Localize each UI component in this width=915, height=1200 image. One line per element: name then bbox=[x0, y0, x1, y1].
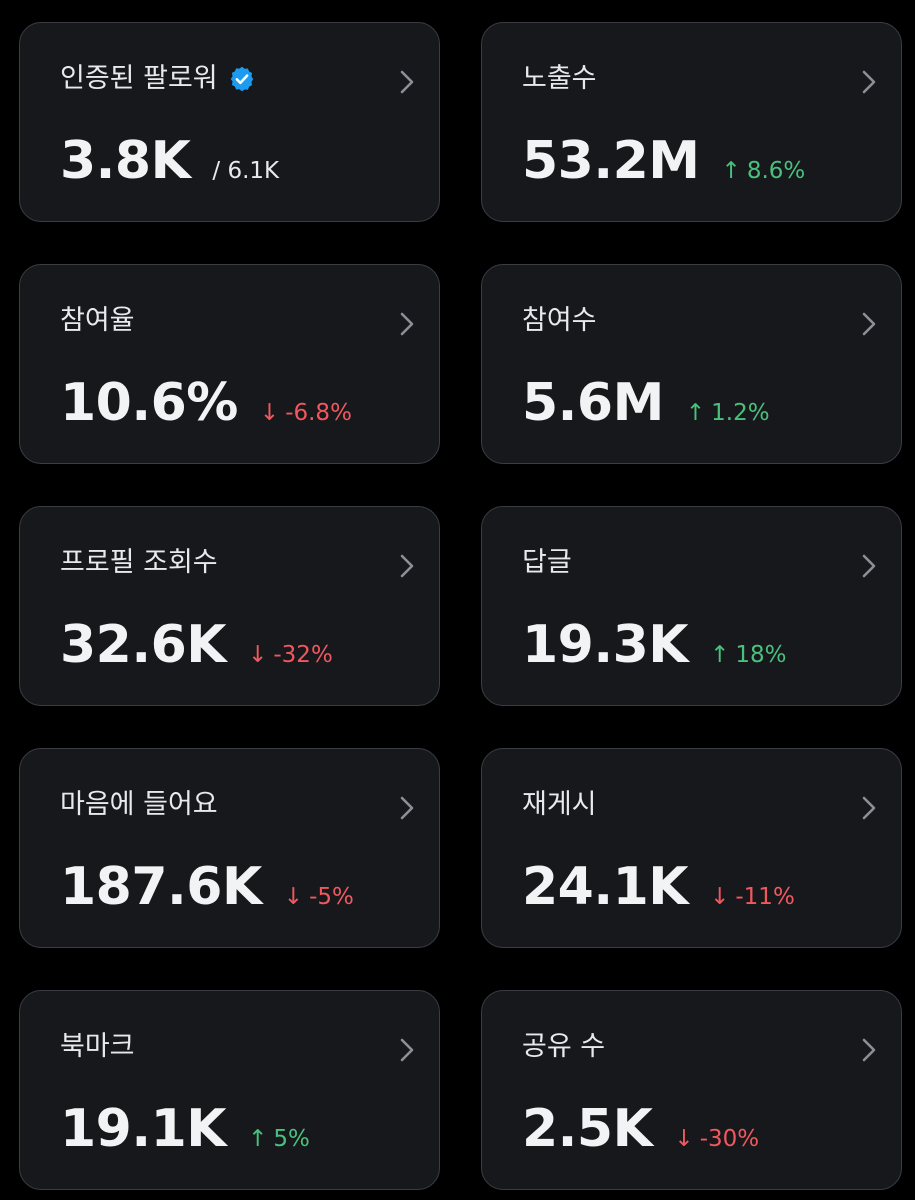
metric-card-reposts[interactable]: 재게시 24.1K ↓ -11% bbox=[481, 748, 902, 948]
metric-change: ↓ -6.8% bbox=[260, 400, 352, 426]
metric-value-row: 2.5K ↓ -30% bbox=[522, 1099, 759, 1159]
arrow-down-icon: ↓ bbox=[283, 884, 304, 910]
metric-value-row: 53.2M ↑ 8.6% bbox=[522, 131, 805, 191]
metric-change-value: 5% bbox=[273, 1126, 310, 1152]
metric-change-value: -32% bbox=[273, 642, 333, 668]
metric-label: 프로필 조회수 bbox=[60, 547, 218, 578]
metric-change: ↓ -5% bbox=[284, 884, 354, 910]
chevron-right-icon bbox=[862, 1038, 876, 1062]
metric-label-row: 참여수 bbox=[522, 303, 597, 339]
metric-value: 32.6K bbox=[60, 615, 227, 675]
metric-value-row: 187.6K ↓ -5% bbox=[60, 857, 354, 917]
metric-card-verified-followers[interactable]: 인증된 팔로워 3.8K / 6.1K bbox=[19, 22, 440, 222]
metric-card-replies[interactable]: 답글 19.3K ↑ 18% bbox=[481, 506, 902, 706]
arrow-down-icon: ↓ bbox=[674, 1126, 694, 1152]
chevron-right-icon bbox=[400, 796, 414, 820]
metric-label: 참여수 bbox=[522, 305, 597, 336]
metric-label-row: 공유 수 bbox=[522, 1029, 605, 1065]
metric-card-shares[interactable]: 공유 수 2.5K ↓ -30% bbox=[481, 990, 902, 1190]
metric-label: 참여율 bbox=[60, 305, 135, 336]
metric-label-row: 참여율 bbox=[60, 303, 135, 339]
metric-change: ↑ 8.6% bbox=[722, 158, 806, 184]
metric-value: 19.1K bbox=[60, 1099, 227, 1159]
arrow-down-icon: ↓ bbox=[710, 884, 730, 910]
metric-label: 북마크 bbox=[60, 1031, 135, 1062]
metric-label: 마음에 들어요 bbox=[60, 789, 218, 820]
metric-value-row: 10.6% ↓ -6.8% bbox=[60, 373, 352, 433]
metric-value: 10.6% bbox=[60, 373, 238, 433]
metric-card-profile-visits[interactable]: 프로필 조회수 32.6K ↓ -32% bbox=[19, 506, 440, 706]
metric-value: 187.6K bbox=[60, 857, 262, 917]
metric-label-row: 북마크 bbox=[60, 1029, 135, 1065]
metric-label: 공유 수 bbox=[522, 1031, 606, 1062]
metric-card-engagements[interactable]: 참여수 5.6M ↑ 1.2% bbox=[481, 264, 902, 464]
metric-change-value: -5% bbox=[309, 884, 354, 910]
chevron-right-icon bbox=[862, 312, 876, 336]
metric-label: 답글 bbox=[522, 547, 572, 578]
chevron-right-icon bbox=[862, 554, 876, 578]
metric-value: 5.6M bbox=[522, 373, 664, 433]
metric-value-row: 5.6M ↑ 1.2% bbox=[522, 373, 770, 433]
arrow-up-icon: ↑ bbox=[248, 1126, 268, 1152]
chevron-right-icon bbox=[400, 70, 414, 94]
chevron-right-icon bbox=[400, 312, 414, 336]
metric-label-row: 마음에 들어요 bbox=[60, 787, 218, 823]
metric-value-row: 24.1K ↓ -11% bbox=[522, 857, 795, 917]
metric-value: 24.1K bbox=[522, 857, 689, 917]
metric-change: ↓ -30% bbox=[674, 1126, 759, 1152]
metric-value-row: 32.6K ↓ -32% bbox=[60, 615, 333, 675]
arrow-down-icon: ↓ bbox=[248, 642, 268, 668]
metric-value-row: 19.1K ↑ 5% bbox=[60, 1099, 310, 1159]
metric-label-row: 인증된 팔로워 bbox=[60, 61, 256, 97]
metric-change-value: 8.6% bbox=[746, 158, 806, 184]
metric-card-engagement-rate[interactable]: 참여율 10.6% ↓ -6.8% bbox=[19, 264, 440, 464]
metric-change-value: 1.2% bbox=[711, 400, 770, 426]
metric-change-value: 18% bbox=[735, 642, 787, 668]
metric-change: ↑ 18% bbox=[710, 642, 786, 668]
chevron-right-icon bbox=[400, 554, 414, 578]
metric-label: 재게시 bbox=[522, 789, 597, 820]
metric-total: / 6.1K bbox=[212, 158, 280, 184]
arrow-up-icon: ↑ bbox=[721, 158, 741, 184]
metric-change: ↓ -11% bbox=[710, 884, 795, 910]
metric-change: ↓ -32% bbox=[248, 642, 333, 668]
metric-value-row: 3.8K / 6.1K bbox=[60, 131, 279, 191]
metric-value: 19.3K bbox=[522, 615, 689, 675]
metric-change-value: -11% bbox=[735, 884, 795, 910]
arrow-up-icon: ↑ bbox=[685, 400, 706, 426]
metric-card-bookmarks[interactable]: 북마크 19.1K ↑ 5% bbox=[19, 990, 440, 1190]
chevron-right-icon bbox=[862, 796, 876, 820]
metric-change-value: -6.8% bbox=[285, 400, 352, 426]
metric-label-row: 답글 bbox=[522, 545, 572, 581]
metric-value: 3.8K bbox=[60, 131, 191, 191]
metric-value: 53.2M bbox=[522, 131, 700, 191]
metric-card-impressions[interactable]: 노출수 53.2M ↑ 8.6% bbox=[481, 22, 902, 222]
metric-label: 노출수 bbox=[522, 63, 597, 94]
metric-card-likes[interactable]: 마음에 들어요 187.6K ↓ -5% bbox=[19, 748, 440, 948]
arrow-down-icon: ↓ bbox=[259, 400, 280, 426]
metric-label-row: 노출수 bbox=[522, 61, 597, 97]
metric-label-row: 재게시 bbox=[522, 787, 597, 823]
metric-change-value: -30% bbox=[699, 1126, 760, 1152]
verified-badge-icon bbox=[228, 65, 256, 93]
chevron-right-icon bbox=[400, 1038, 414, 1062]
metric-change: ↑ 1.2% bbox=[686, 400, 770, 426]
metric-value: 2.5K bbox=[522, 1099, 653, 1159]
metric-label-row: 프로필 조회수 bbox=[60, 545, 218, 581]
metric-change: ↑ 5% bbox=[248, 1126, 310, 1152]
metric-value-row: 19.3K ↑ 18% bbox=[522, 615, 787, 675]
metric-label: 인증된 팔로워 bbox=[60, 63, 218, 94]
chevron-right-icon bbox=[862, 70, 876, 94]
arrow-up-icon: ↑ bbox=[710, 642, 730, 668]
